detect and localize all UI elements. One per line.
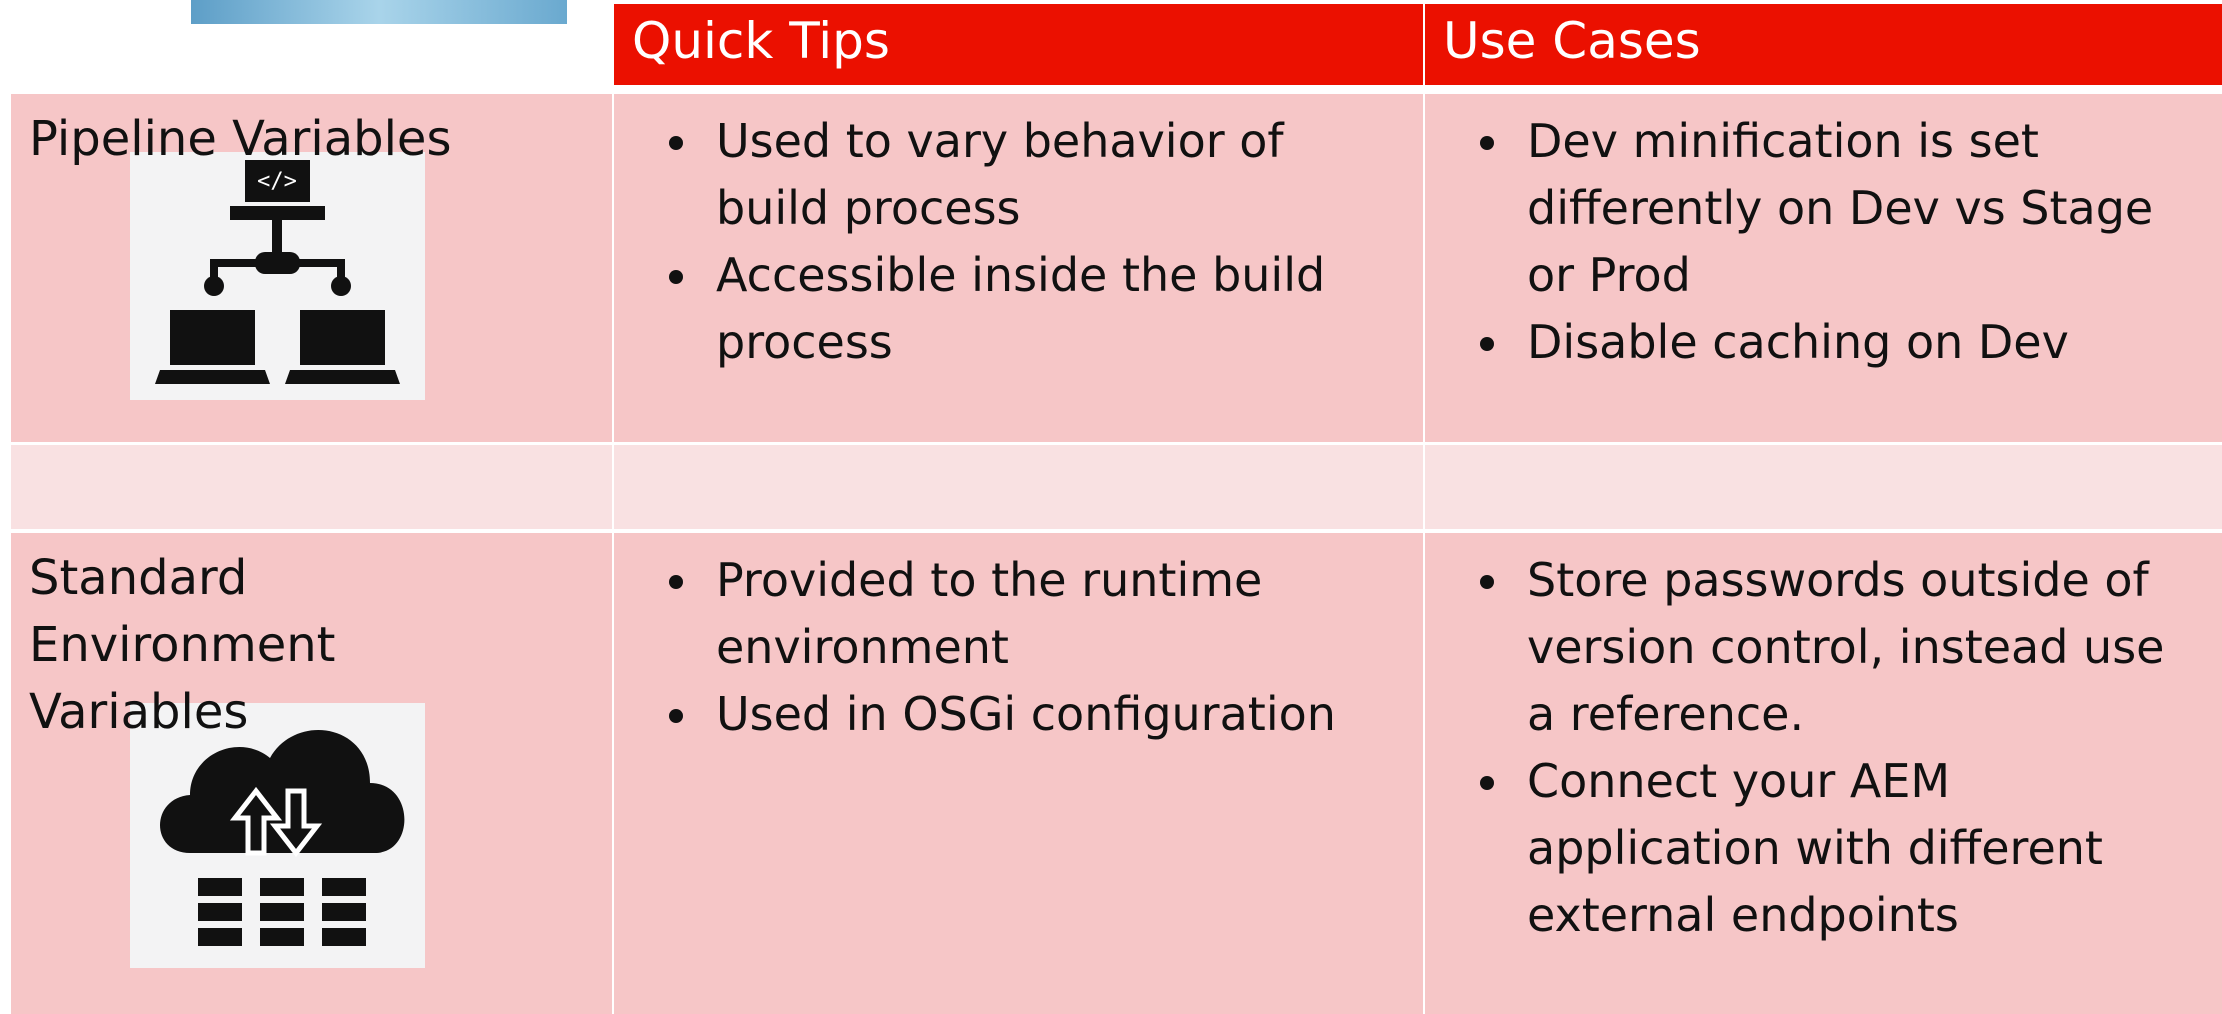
use-cases-list: Dev minification is set differently on D… <box>1425 94 2222 376</box>
header-cell: Use Cases <box>1425 4 2222 85</box>
use-case-item: Connect your AEM application with differ… <box>1515 748 2192 949</box>
tip-item: Used in OSGi configuration <box>704 681 1393 748</box>
tip-item: Provided to the runtime environment <box>704 547 1393 681</box>
tip-item: Used to vary behavior of build process <box>704 108 1393 242</box>
use-case-item: Disable caching on Dev <box>1515 309 2192 376</box>
spacer-cell <box>1425 445 2222 529</box>
spacer-cell <box>11 445 612 529</box>
cloud-icon <box>130 703 425 968</box>
use-case-item: Store passwords outside of version contr… <box>1515 547 2192 748</box>
network-icon: </> <box>130 152 425 400</box>
row-title-cell: Pipeline Variables </> <box>11 94 612 442</box>
use-cases-list: Store passwords outside of version contr… <box>1425 533 2222 949</box>
tip-item: Accessible inside the build process <box>704 242 1393 376</box>
use-case-item: Dev minification is set differently on D… <box>1515 108 2192 309</box>
spacer-cell <box>614 445 1423 529</box>
header-label: Quick Tips <box>632 12 890 70</box>
tips-cell: Used to vary behavior of build process A… <box>614 94 1423 442</box>
use-cases-cell: Store passwords outside of version contr… <box>1425 533 2222 1014</box>
header-label: Use Cases <box>1443 12 1701 70</box>
svg-text:</>: </> <box>257 169 297 194</box>
tips-list: Provided to the runtime environment Used… <box>614 533 1423 748</box>
tips-cell: Provided to the runtime environment Used… <box>614 533 1423 1014</box>
tips-list: Used to vary behavior of build process A… <box>614 94 1423 376</box>
row-title: Standard Environment Variables <box>29 550 336 740</box>
header-cell: Quick Tips <box>614 4 1423 85</box>
banner-image <box>191 0 567 24</box>
row-title: Pipeline Variables <box>29 111 452 167</box>
row-title-cell: Standard Environment Variables <box>11 533 612 1014</box>
use-cases-cell: Dev minification is set differently on D… <box>1425 94 2222 442</box>
